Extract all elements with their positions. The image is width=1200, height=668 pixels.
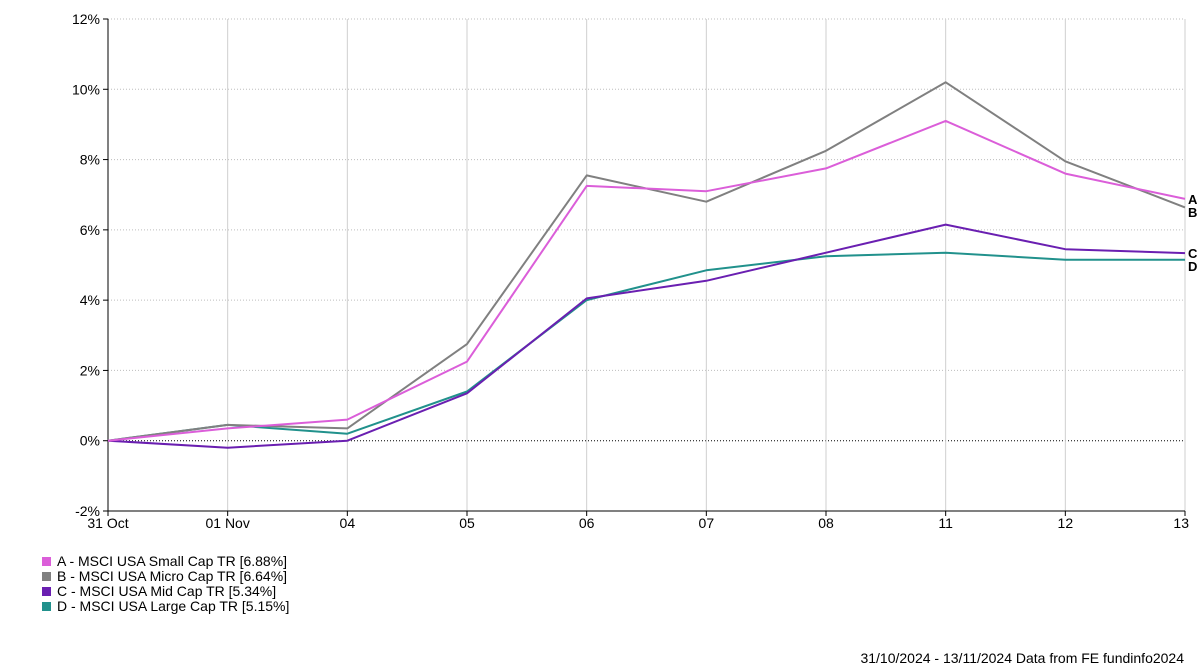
series-line-a bbox=[107, 119, 1186, 442]
legend-swatch-d bbox=[42, 602, 51, 611]
y-tick-label: 6% bbox=[80, 222, 100, 238]
grid-lines bbox=[108, 18, 1186, 511]
y-tick-label: 10% bbox=[72, 81, 100, 97]
end-label-b: B bbox=[1188, 205, 1197, 220]
line-chart: 31 Oct 01 Nov 04 05 06 07 08 11 12 13 -2% 0% 2% 4% 6%… bbox=[72, 11, 1198, 531]
y-tick-label: 0% bbox=[80, 433, 100, 449]
x-tick-label: 06 bbox=[579, 515, 595, 531]
x-axis-ticks: 31 Oct 01 Nov 04 05 06 07 08 11 12 13 bbox=[87, 511, 1189, 531]
series-line-d bbox=[107, 251, 1185, 442]
legend-item-a: A - MSCI USA Small Cap TR [6.88%] bbox=[42, 554, 289, 569]
x-tick-label: 05 bbox=[459, 515, 475, 531]
series-lines bbox=[107, 81, 1186, 449]
x-tick-label: 13 bbox=[1173, 515, 1189, 531]
y-tick-label: 8% bbox=[80, 152, 100, 168]
x-tick-label: 07 bbox=[699, 515, 715, 531]
end-label-d: D bbox=[1188, 259, 1197, 274]
y-axis-ticks: -2% 0% 2% 4% 6% 8% 10% 12% bbox=[72, 11, 108, 519]
x-tick-label: 11 bbox=[938, 515, 953, 531]
legend-label-a: A - MSCI USA Small Cap TR [6.88%] bbox=[57, 553, 288, 569]
y-tick-label: 12% bbox=[72, 11, 100, 27]
x-tick-label: 31 Oct bbox=[87, 515, 128, 531]
legend-label-d: D - MSCI USA Large Cap TR [5.15%] bbox=[57, 598, 290, 614]
end-label-a: A bbox=[1188, 192, 1198, 207]
x-tick-label: 08 bbox=[818, 515, 834, 531]
legend-item-c: C - MSCI USA Mid Cap TR [5.34%] bbox=[42, 584, 289, 599]
legend-label-c: C - MSCI USA Mid Cap TR [5.34%] bbox=[57, 583, 277, 599]
footer-source: 31/10/2024 - 13/11/2024 Data from FE fun… bbox=[860, 650, 1184, 666]
axes bbox=[107, 19, 1185, 512]
legend-item-d: D - MSCI USA Large Cap TR [5.15%] bbox=[42, 599, 289, 614]
legend-item-b: B - MSCI USA Micro Cap TR [6.64%] bbox=[42, 569, 289, 584]
legend-swatch-a bbox=[42, 557, 51, 566]
y-tick-label: 2% bbox=[80, 362, 100, 378]
series-line-c bbox=[107, 223, 1186, 449]
legend: A - MSCI USA Small Cap TR [6.88%] B - MS… bbox=[42, 554, 289, 614]
series-end-labels: AB CD bbox=[1188, 192, 1198, 274]
x-tick-label: 04 bbox=[340, 515, 356, 531]
y-tick-label: -2% bbox=[75, 503, 100, 519]
x-tick-label: 01 Nov bbox=[205, 515, 249, 531]
legend-label-b: B - MSCI USA Micro Cap TR [6.64%] bbox=[57, 568, 288, 584]
x-tick-label: 12 bbox=[1058, 515, 1074, 531]
y-tick-label: 4% bbox=[80, 292, 100, 308]
legend-swatch-b bbox=[42, 572, 51, 581]
end-label-c: C bbox=[1188, 246, 1198, 261]
series-line-b bbox=[107, 81, 1186, 442]
legend-swatch-c bbox=[42, 587, 51, 596]
